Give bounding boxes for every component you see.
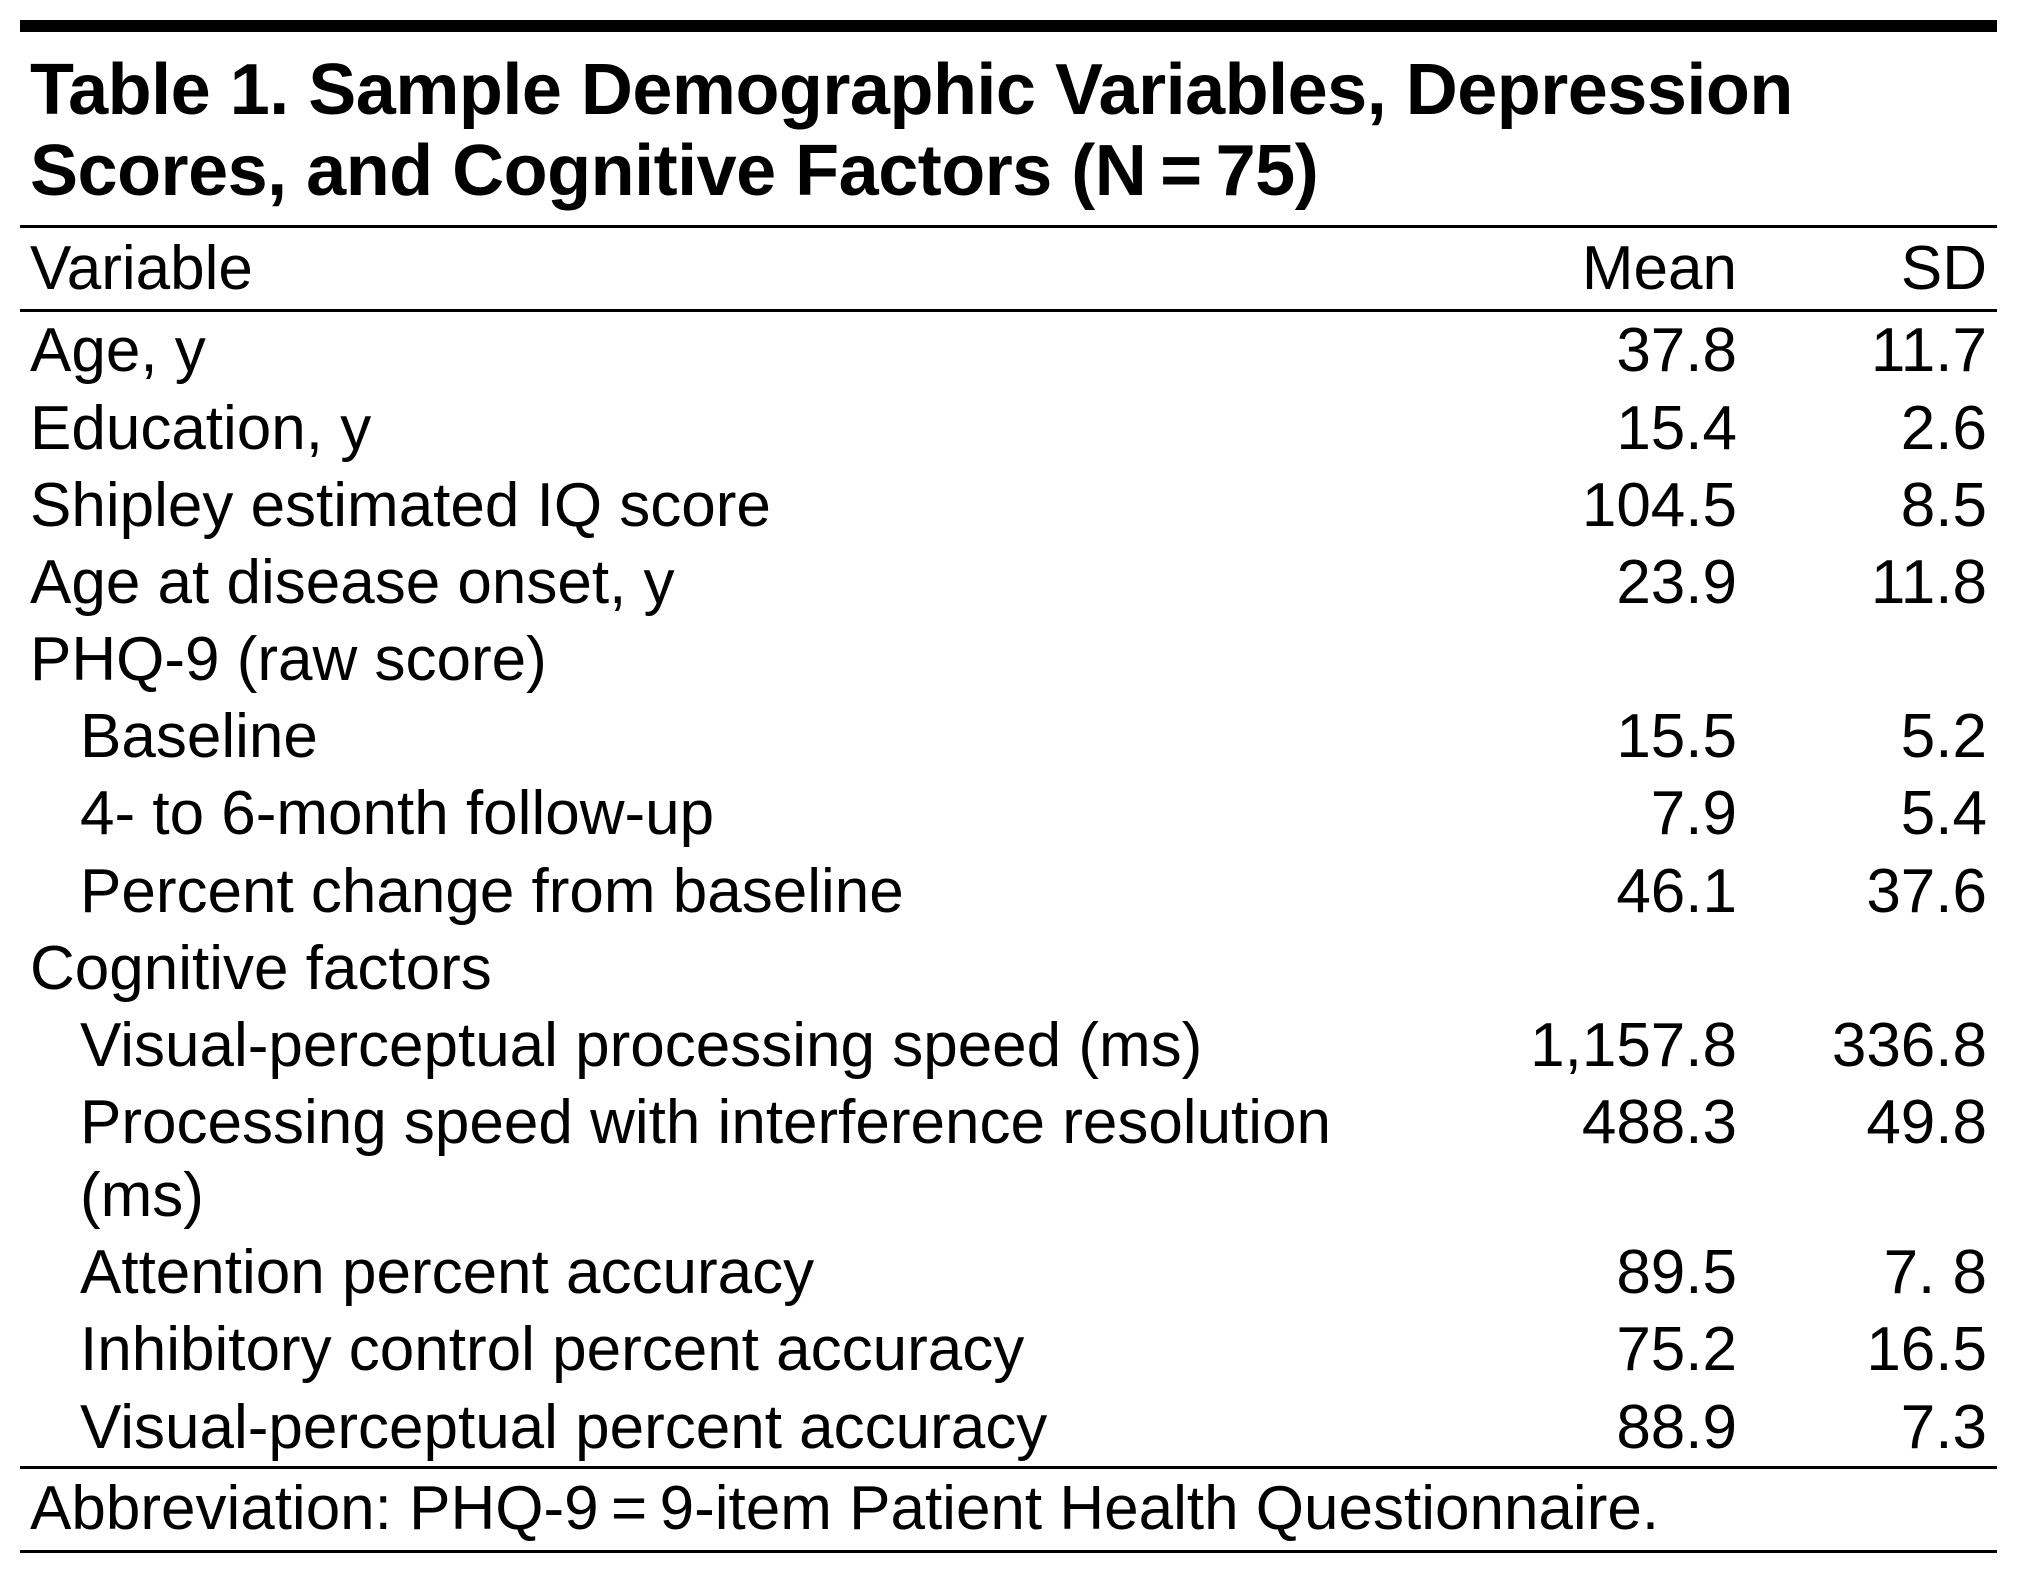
row-label: Shipley estimated IQ score: [20, 467, 1427, 544]
table-row: Baseline15.55.2: [20, 698, 1997, 775]
table-row: Education, y15.42.6: [20, 390, 1997, 467]
row-label: Visual-perceptual processing speed (ms): [20, 1007, 1427, 1084]
table-header-row: Variable Mean SD: [20, 228, 1997, 309]
row-label: PHQ-9 (raw score): [20, 621, 1427, 698]
row-sd: 16.5: [1747, 1311, 1997, 1388]
row-mean: 104.5: [1427, 467, 1747, 544]
row-mean: 46.1: [1427, 853, 1747, 930]
row-label: Age at disease onset, y: [20, 544, 1427, 621]
row-sd: 49.8: [1747, 1084, 1997, 1234]
demographics-table: Table 1. Sample Demographic Variables, D…: [20, 20, 1997, 1553]
table-row: Processing speed with interference resol…: [20, 1084, 1997, 1234]
row-sd: 7. 8: [1747, 1234, 1997, 1311]
row-label: Percent change from baseline: [20, 853, 1427, 930]
top-rule: [20, 20, 1997, 32]
row-sd: 336.8: [1747, 1007, 1997, 1084]
row-sd: 7.3: [1747, 1389, 1997, 1466]
row-sd: 5.2: [1747, 698, 1997, 775]
table-row: Visual-perceptual percent accuracy88.97.…: [20, 1389, 1997, 1466]
col-header-variable: Variable: [20, 228, 1427, 309]
row-label: Cognitive factors: [20, 930, 1427, 1007]
table-title: Table 1. Sample Demographic Variables, D…: [20, 32, 1997, 225]
table-row: Visual-perceptual processing speed (ms)1…: [20, 1007, 1997, 1084]
table-row: 4- to 6-month follow-up7.95.4: [20, 775, 1997, 852]
row-label: Age, y: [20, 312, 1427, 389]
row-sd: 11.8: [1747, 544, 1997, 621]
row-sd: 2.6: [1747, 390, 1997, 467]
row-mean: 488.3: [1427, 1084, 1747, 1234]
row-sd: 8.5: [1747, 467, 1997, 544]
row-label: Attention percent accuracy: [20, 1234, 1427, 1311]
table-row: Age, y37.811.7: [20, 312, 1997, 389]
table-row: Shipley estimated IQ score104.58.5: [20, 467, 1997, 544]
table-row: Inhibitory control percent accuracy75.21…: [20, 1311, 1997, 1388]
row-mean: 75.2: [1427, 1311, 1747, 1388]
row-sd: [1747, 621, 1997, 698]
table-row: PHQ-9 (raw score): [20, 621, 1997, 698]
row-label: Education, y: [20, 390, 1427, 467]
data-table-body: Age, y37.811.7Education, y15.42.6Shipley…: [20, 312, 1997, 1465]
row-mean: 1,157.8: [1427, 1007, 1747, 1084]
row-label: Visual-perceptual percent accuracy: [20, 1389, 1427, 1466]
col-header-sd: SD: [1747, 228, 1997, 309]
row-mean: 37.8: [1427, 312, 1747, 389]
row-mean: 23.9: [1427, 544, 1747, 621]
data-table: Variable Mean SD: [20, 228, 1997, 309]
row-sd: 37.6: [1747, 853, 1997, 930]
row-mean: 15.5: [1427, 698, 1747, 775]
row-label: Baseline: [20, 698, 1427, 775]
row-mean: 88.9: [1427, 1389, 1747, 1466]
bottom-rule: [20, 1550, 1997, 1553]
row-mean: [1427, 930, 1747, 1007]
table-row: Percent change from baseline46.137.6: [20, 853, 1997, 930]
table-row: Cognitive factors: [20, 930, 1997, 1007]
table-footnote: Abbreviation: PHQ-9 = 9-item Patient Hea…: [20, 1469, 1997, 1550]
row-mean: [1427, 621, 1747, 698]
table-row: Age at disease onset, y23.911.8: [20, 544, 1997, 621]
row-mean: 89.5: [1427, 1234, 1747, 1311]
table-row: Attention percent accuracy89.57. 8: [20, 1234, 1997, 1311]
row-sd: 11.7: [1747, 312, 1997, 389]
row-sd: 5.4: [1747, 775, 1997, 852]
row-mean: 7.9: [1427, 775, 1747, 852]
row-mean: 15.4: [1427, 390, 1747, 467]
row-label: 4- to 6-month follow-up: [20, 775, 1427, 852]
row-label: Inhibitory control percent accuracy: [20, 1311, 1427, 1388]
row-sd: [1747, 930, 1997, 1007]
col-header-mean: Mean: [1427, 228, 1747, 309]
row-label: Processing speed with interference resol…: [20, 1084, 1427, 1234]
